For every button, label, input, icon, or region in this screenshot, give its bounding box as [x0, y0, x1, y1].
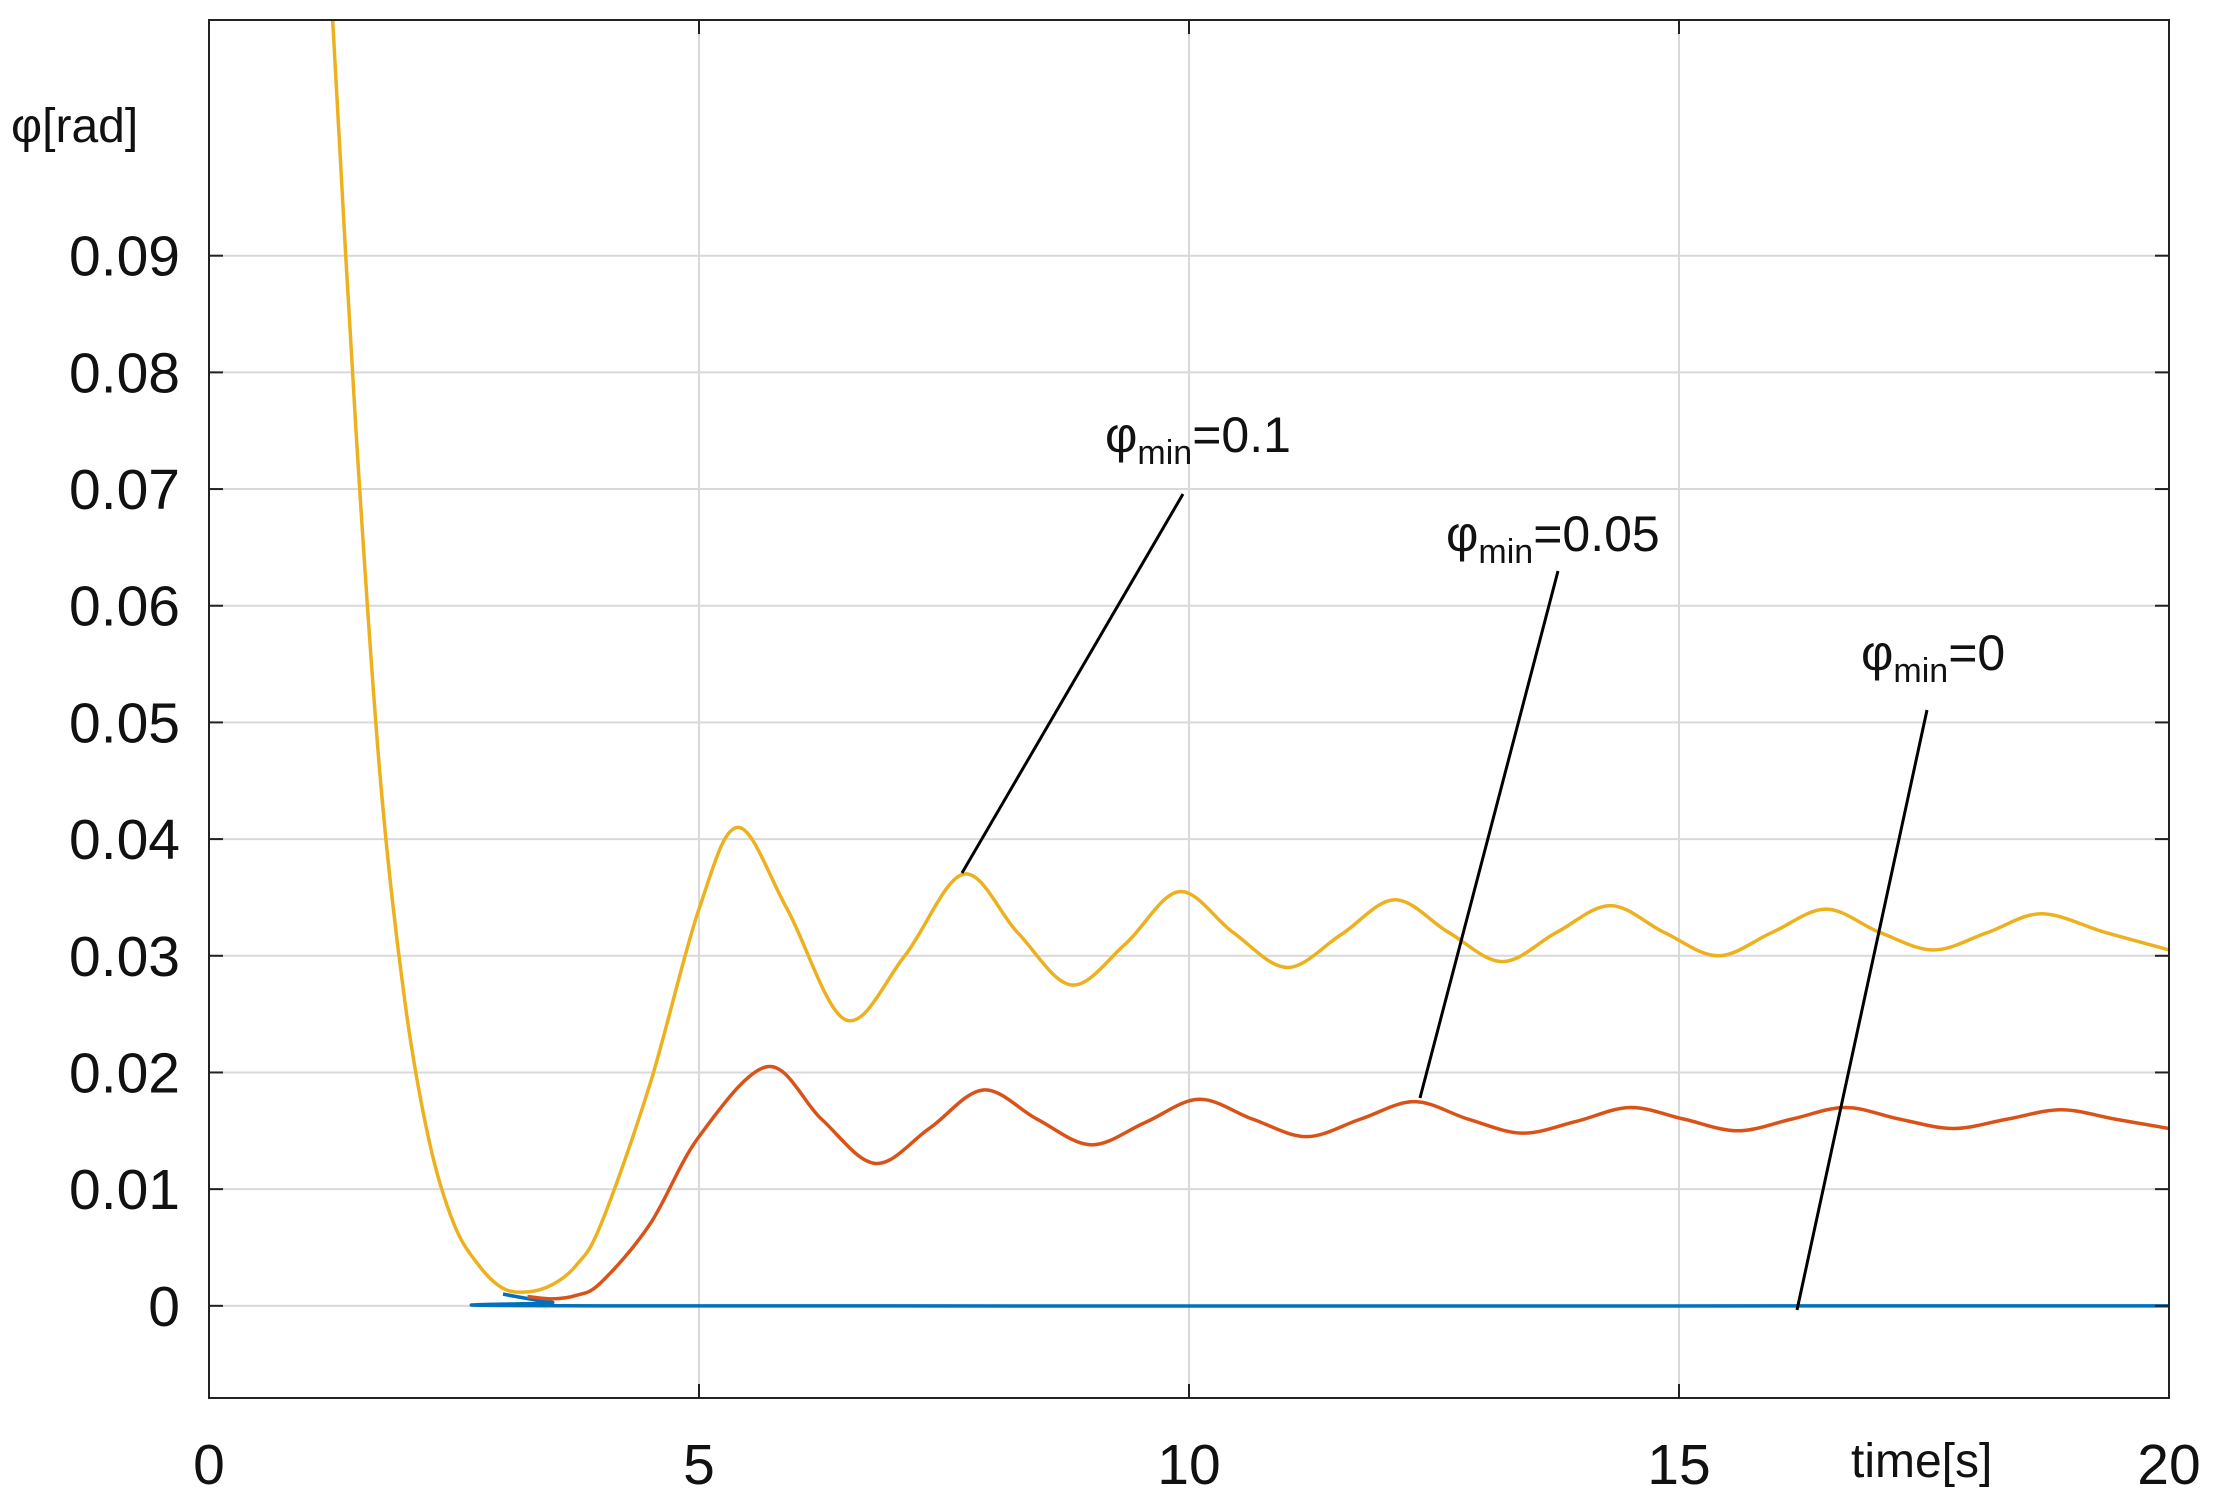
ticks: 0 5 10 15 20 0 0.01 0.02 0.03 0.04 0.05 0.06 0.07 0.0…: [69, 20, 2201, 1497]
annotation-symbol: φ: [1105, 407, 1137, 463]
x-tick-label: 5: [683, 1433, 715, 1497]
annotation-subscript: min: [1478, 533, 1533, 571]
annotation: φmin=0.05: [1446, 506, 1660, 571]
x-tick-label: 10: [1157, 1433, 1220, 1497]
y-tick-label: 0.07: [69, 458, 180, 522]
series-line: [469, 1292, 2169, 1308]
annotation-subscript: min: [1137, 434, 1192, 472]
annotation-text: =0: [1948, 625, 2005, 681]
leader-line: [1795, 709, 1929, 1311]
annotation: φmin=0.1: [1105, 407, 1291, 472]
y-tick-label: 0.06: [69, 575, 180, 639]
y-tick-label: 0: [148, 1275, 180, 1339]
y-tick-label: 0.05: [69, 691, 180, 755]
grid: [208, 20, 2170, 1398]
annotation: φmin=0: [1861, 625, 2005, 690]
y-tick-label: 0.01: [69, 1158, 180, 1222]
x-tick-label: 15: [1647, 1433, 1710, 1497]
annotation-text: =0.05: [1533, 506, 1660, 562]
plot-area: [330, 20, 2169, 1308]
x-tick-label: 0: [193, 1433, 225, 1497]
series-line: [527, 1064, 2169, 1301]
series-line: [330, 20, 2169, 1294]
x-tick-label: 20: [2137, 1433, 2200, 1497]
y-tick-label: 0.08: [69, 341, 180, 405]
y-tick-label: 0.09: [69, 225, 180, 289]
y-tick-label: 0.04: [69, 808, 180, 872]
leader-line: [960, 493, 1185, 874]
leader-line: [1418, 570, 1560, 1099]
y-axis-label: φ[rad]: [11, 100, 138, 153]
x-axis-label: time[s]: [1851, 1435, 1992, 1488]
y-tick-label: 0.02: [69, 1041, 180, 1105]
annotation-subscript: min: [1893, 652, 1948, 690]
annotation-symbol: φ: [1446, 506, 1478, 562]
y-tick-label: 0.03: [69, 925, 180, 989]
annotation-symbol: φ: [1861, 625, 1893, 681]
annotation-text: =0.1: [1192, 407, 1291, 463]
